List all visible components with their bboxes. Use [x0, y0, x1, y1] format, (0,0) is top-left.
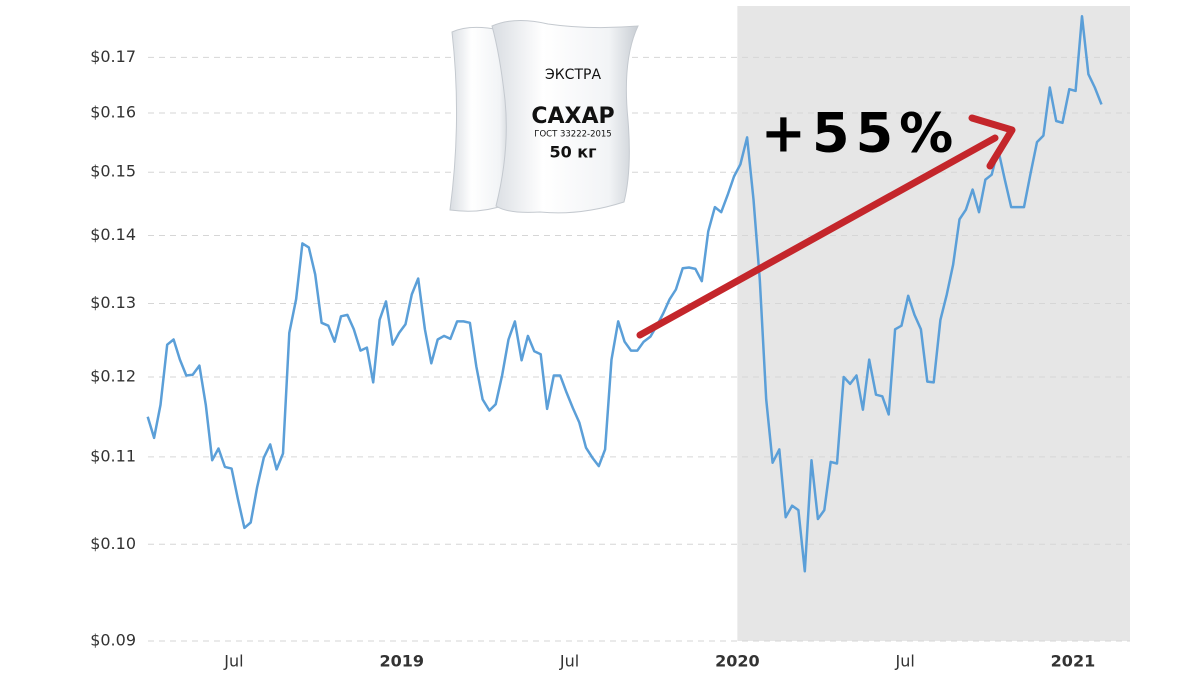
bag-label: САХАР — [531, 104, 614, 129]
annotation: +55% — [761, 102, 960, 165]
bag-label: ГОСТ 33222-2015 — [534, 130, 611, 140]
x-tick-label: 2020 — [715, 652, 760, 671]
plot-layer: $0.09 $0.10 $0.11 $0.12 $0.13 $0.14 $0.15 $0.16… — [90, 14, 1103, 671]
sugar-bag: ЭКСТРА САХАР ГОСТ 33222-2015 50 кг — [449, 20, 639, 214]
y-tick-label: $0.17 — [90, 47, 136, 66]
y-tick-label: $0.15 — [90, 162, 136, 181]
x-tick-label: Jul — [559, 652, 579, 671]
trend-arrow — [636, 114, 1016, 339]
background-layer — [148, 6, 1130, 642]
bag-label: ЭКСТРА — [545, 67, 601, 83]
y-tick-label: $0.16 — [90, 102, 136, 121]
x-tick-label: 2019 — [379, 652, 424, 671]
bag-label: 50 кг — [549, 143, 596, 162]
y-tick-label: $0.14 — [90, 225, 136, 244]
y-tick-label: $0.12 — [90, 366, 136, 385]
x-tick-label: Jul — [223, 652, 243, 671]
arrow-head — [968, 114, 1016, 170]
x-tick-label: 2021 — [1051, 652, 1096, 671]
x-tick-label: Jul — [894, 652, 914, 671]
y-tick-label: $0.10 — [90, 534, 136, 553]
bag-front — [491, 20, 639, 214]
y-tick-label: $0.13 — [90, 293, 136, 312]
y-tick-label: $0.11 — [90, 446, 136, 465]
price-line — [146, 14, 1103, 573]
bag-back — [449, 26, 513, 212]
arrow-shaft — [636, 134, 999, 339]
y-tick-label: $0.09 — [90, 631, 136, 650]
